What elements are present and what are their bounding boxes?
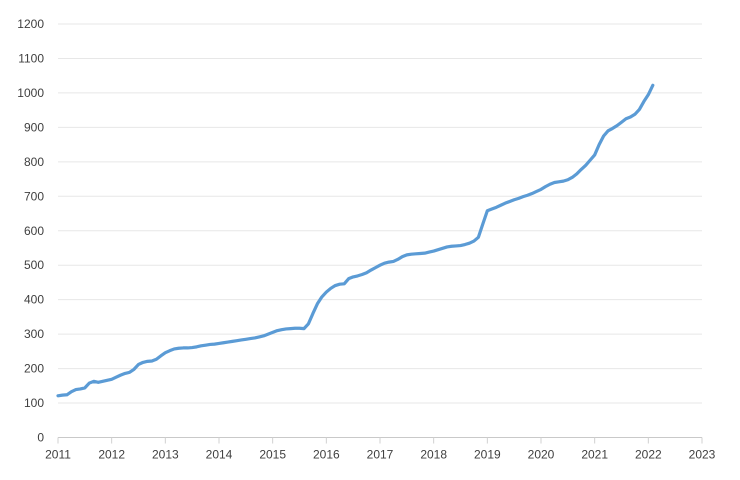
x-tick-label: 2012 [98,448,125,462]
x-tick-label: 2022 [635,448,662,462]
x-tick-label: 2019 [474,448,501,462]
y-tick-label: 700 [24,189,44,203]
x-axis-ticks [57,437,703,444]
x-tick-label: 2021 [581,448,608,462]
x-tick-label: 2011 [45,448,71,462]
y-axis-labels: 0 100 200 300 400 500 600 700 800 900 1000 1100 1200 [17,17,44,445]
y-tick-label: 1100 [18,51,44,65]
y-tick-label: 200 [24,362,44,376]
y-tick-label: 800 [24,155,44,169]
x-tick-label: 2015 [259,448,286,462]
y-tick-label: 900 [24,120,44,134]
y-tick-label: 600 [24,224,44,238]
y-tick-label: 300 [24,327,44,341]
y-tick-label: 0 [37,431,44,445]
x-tick-label: 2014 [206,448,233,462]
data-line-series [56,83,655,398]
y-tick-label: 100 [24,396,44,410]
x-tick-label: 2018 [420,448,447,462]
y-tick-label: 1200 [17,17,44,31]
x-tick-label: 2017 [367,448,394,462]
x-axis-labels: 2011 2012 2013 2014 2015 2016 2017 2018 2019 2020… [45,448,716,462]
y-tick-label: 1000 [17,86,44,100]
x-tick-label: 2023 [689,448,716,462]
y-gridlines [58,23,702,438]
y-tick-label: 400 [24,293,44,307]
x-tick-label: 2020 [528,448,555,462]
y-tick-label: 500 [24,258,44,272]
x-tick-label: 2016 [313,448,340,462]
x-tick-label: 2013 [152,448,179,462]
